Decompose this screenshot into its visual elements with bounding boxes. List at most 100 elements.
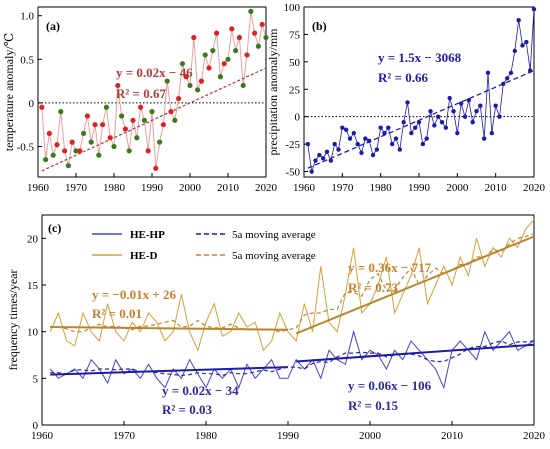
temp-trend-line <box>41 67 267 172</box>
hehp-late-r2: R² = 0.15 <box>348 398 398 413</box>
precip-point <box>451 108 456 114</box>
panel-c-legend: HE-HP 5a moving average HE-D 5a moving a… <box>92 229 316 262</box>
temp-point <box>221 61 227 67</box>
panel-b-equation: y = 1.5x − 3068 <box>378 50 462 65</box>
legend-hehp-ma-label: 5a moving average <box>232 229 316 241</box>
panel-c-xtick-label: 1990 <box>277 430 300 442</box>
precip-point <box>328 158 334 163</box>
temp-point <box>92 122 98 128</box>
precip-point <box>309 169 314 174</box>
temp-point <box>111 143 117 150</box>
hehp-early-equation: y = 0.02x − 34 <box>162 383 239 398</box>
temp-point <box>130 117 136 123</box>
precip-point <box>332 141 337 147</box>
temp-point <box>202 52 208 58</box>
precip-point <box>412 125 418 130</box>
temp-point <box>62 148 68 154</box>
temp-point <box>138 104 144 110</box>
panel-c-xtick-label: 1970 <box>113 430 136 442</box>
panel-a-xtick-label: 1970 <box>65 182 88 194</box>
precip-point <box>455 130 460 136</box>
precip-series-line <box>307 9 535 172</box>
panel-a-ylabel: temperature anomaly/℃ <box>2 33 16 151</box>
precip-point <box>317 152 322 158</box>
temp-point <box>145 148 151 154</box>
precip-point <box>466 98 472 103</box>
hed-early-r2: R² = 0.01 <box>92 306 142 321</box>
temp-point <box>183 74 189 80</box>
temp-point <box>54 142 60 148</box>
temp-point <box>50 152 56 158</box>
precip-point <box>363 136 368 141</box>
panel-a-xtick-label: 1960 <box>27 182 50 194</box>
panel-c-xtick-label: 2000 <box>359 430 382 442</box>
hed-late-equation: y = 0.36x − 717 <box>348 260 432 275</box>
panel-c-ytick-label: 15 <box>27 280 39 292</box>
precip-point <box>393 136 399 141</box>
panel-b-xtick-label: 1960 <box>293 182 316 194</box>
panel-b-ylabel: precipitation anomaly/mm <box>266 28 280 156</box>
panel-c-label: (c) <box>48 221 61 235</box>
temp-point <box>69 139 75 145</box>
precip-point <box>359 150 364 156</box>
temp-point <box>176 95 182 102</box>
panel-c-ytick-label: 0 <box>33 420 39 432</box>
precip-point <box>355 141 360 147</box>
temp-point <box>179 61 185 67</box>
panel-c-ytick-label: 20 <box>27 233 39 245</box>
precip-point <box>432 123 437 128</box>
panel-c-xtick-label: 2010 <box>441 430 464 442</box>
panel-a-ytick-label: 0 <box>29 98 35 110</box>
precip-point <box>478 103 483 108</box>
temp-point <box>236 34 242 41</box>
temp-point <box>244 52 250 58</box>
hed-late-trend-line <box>295 235 535 335</box>
precip-point <box>497 114 502 119</box>
panel-b-label: (b) <box>312 19 327 33</box>
hehp-moving-average-line <box>50 340 535 377</box>
panel-a-xtick-label: 2020 <box>255 182 278 194</box>
temp-point <box>225 56 231 62</box>
precip-point <box>439 119 445 125</box>
panel-b-ytick-label: 0 <box>295 112 301 124</box>
temp-point <box>77 148 83 154</box>
precip-point <box>520 43 525 48</box>
precip-point <box>389 141 395 147</box>
precip-point <box>508 70 514 76</box>
temp-point <box>43 156 49 163</box>
precip-point <box>458 101 464 106</box>
temp-point <box>65 163 71 169</box>
precip-point <box>324 149 330 154</box>
panel-b-xtick-label: 1970 <box>331 182 354 194</box>
temp-point <box>217 74 223 80</box>
temp-point <box>259 21 265 28</box>
panel-c-plot: 1960 1970 1980 1990 2000 2010 2020 0 5 10 15 20 <box>27 219 546 442</box>
panel-a-ytick-label: 0.5 <box>20 54 34 66</box>
precip-point <box>524 39 529 45</box>
temp-point <box>240 82 246 89</box>
temp-point <box>187 82 193 89</box>
temp-point <box>263 34 269 41</box>
precip-point <box>443 125 449 130</box>
panel-c-xtick-label: 1980 <box>195 430 218 442</box>
panel-b-xtick-label: 2010 <box>485 182 508 194</box>
temp-point <box>122 126 128 132</box>
temp-point <box>153 165 159 171</box>
panel-a-label: (a) <box>46 19 60 33</box>
panel-b-xtick-label: 1990 <box>408 182 431 194</box>
temp-point <box>100 122 106 128</box>
panel-a-xtick-label: 1980 <box>103 182 126 194</box>
legend-hed-label: HE-D <box>130 250 158 262</box>
hehp-early-trend-line <box>50 366 289 376</box>
panel-c-xtick-label: 2020 <box>523 430 546 442</box>
precip-trend-line <box>307 70 535 169</box>
precip-point <box>409 130 414 136</box>
precip-point <box>370 152 376 158</box>
panel-a-xtick-label: 2010 <box>217 182 240 194</box>
panel-b-xtick-label: 2020 <box>523 182 546 194</box>
legend-hed-ma-label: 5a moving average <box>232 250 316 262</box>
temp-point <box>233 47 239 54</box>
precip-point <box>378 125 383 130</box>
hed-early-equation: y = −0.01x + 26 <box>92 287 176 302</box>
precip-point <box>401 119 406 125</box>
